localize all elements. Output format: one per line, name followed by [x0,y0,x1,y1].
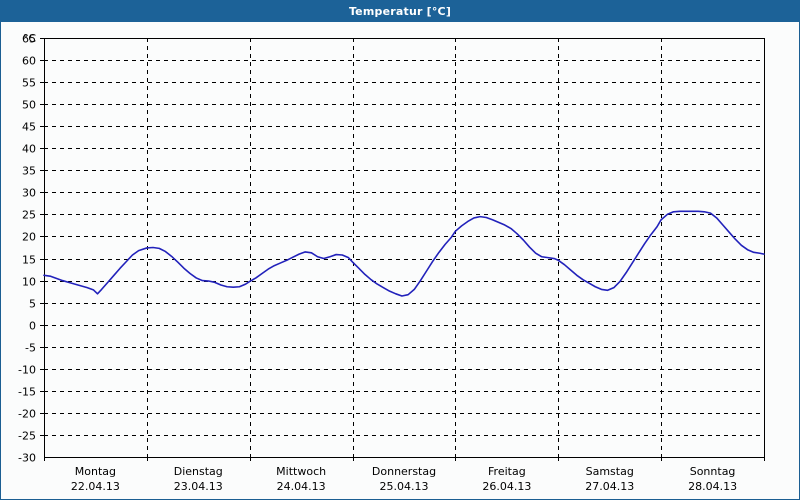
y-axis-tick-label: -15 [18,386,36,399]
x-axis-date-label: 24.04.13 [277,480,326,493]
x-axis-date-label: 25.04.13 [380,480,429,493]
y-axis-tick-label: -20 [18,408,36,421]
y-axis-tick-label: 25 [22,209,36,222]
y-axis-unit-label: °C [23,32,37,45]
x-axis-day-label: Freitag [488,465,526,478]
x-axis-date-label: 28.04.13 [688,480,737,493]
y-axis-tick-label: 40 [22,143,36,156]
y-axis-tick-label: -25 [18,430,36,443]
temperature-series-line [43,210,765,297]
x-axis-date-label: 22.04.13 [71,480,120,493]
y-axis-tick-label: 65 [22,33,36,46]
x-axis-day-label: Mittwoch [276,465,326,478]
x-axis-day-label: Donnerstag [372,465,436,478]
x-axis-labels: Montag 22.04.13 Dienstag 23.04.13 Mittwoch 24… [71,465,737,493]
y-axis-tick-label: 35 [22,165,36,178]
y-axis-labels: 65605550454035302520151050-5-10-15-20-25… [18,33,36,465]
x-axis-date-label: 26.04.13 [482,480,531,493]
window-title-bar: Temperatur [°C] [0,0,800,22]
y-axis-tick-label: -5 [25,342,36,355]
x-axis-day-label: Dienstag [174,465,223,478]
y-axis-tick-label: 5 [29,298,36,311]
x-axis-date-label: 23.04.13 [174,480,223,493]
axes-layer [40,38,765,461]
grid-layer [44,38,764,457]
temperature-line-chart: 65605550454035302520151050-5-10-15-20-25… [18,32,765,493]
chart-area: 65 60 55 50 45 40 35 30 25 20 15 10 5 0 -5 -10 -15 -20 -25… [1,22,799,498]
x-axis-day-label: Sonntag [690,465,736,478]
y-axis-tick-label: 0 [29,320,36,333]
y-axis-tick-label: 45 [22,121,36,134]
series-layer [43,210,765,297]
y-axis-tick-label: 20 [22,231,36,244]
x-axis-date-label: 27.04.13 [585,480,634,493]
y-axis-tick-label: 50 [22,99,36,112]
y-axis-tick-label: -30 [18,452,36,465]
y-axis-tick-label: 55 [22,77,36,90]
x-axis-day-label: Montag [75,465,116,478]
window-title: Temperatur [°C] [348,4,452,18]
y-axis-tick-label: 10 [22,276,36,289]
plot-frame [44,38,765,458]
y-axis-tick-label: -10 [18,364,36,377]
y-axis-tick-label: 60 [22,55,36,68]
x-axis-day-label: Samstag [586,465,634,478]
y-axis-tick-label: 30 [22,187,36,200]
y-axis-tick-label: 15 [22,254,36,267]
